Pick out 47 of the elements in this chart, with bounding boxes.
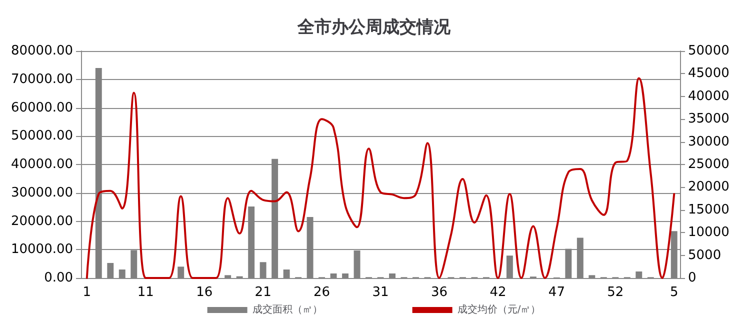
bar	[342, 273, 349, 278]
bar	[389, 273, 396, 278]
x-tick-label: 21	[254, 285, 272, 300]
x-tick-label: 47	[548, 285, 565, 300]
line-series	[86, 77, 676, 279]
x-tick-label: 26	[314, 285, 330, 300]
x-tick-label: 42	[490, 285, 506, 300]
y-tick-label: 80000.00	[11, 44, 74, 58]
bar	[118, 269, 126, 278]
x-tick-label: 52	[607, 285, 624, 300]
bar	[107, 262, 114, 278]
y2-tick-label: 40000	[688, 88, 730, 104]
legend-label: 成交面积（㎡）	[252, 304, 322, 316]
y-tick-label: 70000.00	[11, 72, 74, 87]
y2-tick-label: 30000	[688, 134, 730, 150]
bar	[224, 275, 232, 278]
bar	[260, 262, 266, 278]
x-tick-label: 16	[196, 285, 213, 300]
y2-tick-label: 5000	[688, 248, 722, 263]
y2-tick-label: 0	[688, 270, 696, 286]
y2-tick-label: 45000	[688, 66, 730, 82]
x-tick-label: 31	[372, 285, 389, 300]
bar	[283, 269, 290, 278]
x-tick-label: 36	[430, 285, 448, 300]
x-tick-label: 1	[82, 285, 92, 300]
chart-title: 全市办公周成交情况	[296, 18, 452, 38]
y-tick-label: 20000.00	[11, 214, 74, 229]
y-tick-label: 40000.00	[11, 157, 74, 172]
x-tick-label: 11	[137, 285, 154, 300]
bar	[588, 275, 596, 278]
y2-tick-label: 25000	[688, 157, 730, 172]
legend-label: 成交均价（元/㎡）	[457, 304, 541, 316]
y-tick-label: 10000.00	[11, 242, 74, 258]
y-tick-label: 0.00	[44, 270, 74, 286]
y-tick-label: 30000.00	[11, 185, 74, 200]
y2-tick-label: 50000	[688, 44, 730, 58]
y2-tick-label: 20000	[688, 180, 730, 195]
x-tick-label: 5	[670, 285, 678, 300]
y-tick-label: 60000.00	[11, 100, 74, 116]
bar	[178, 266, 184, 278]
y2-tick-label: 15000	[688, 202, 730, 218]
bar	[506, 256, 513, 278]
y2-tick-label: 35000	[688, 112, 730, 127]
bar	[330, 273, 337, 278]
y2-tick-label: 10000	[688, 225, 730, 240]
bar	[636, 271, 642, 278]
y-tick-label: 50000.00	[11, 128, 74, 144]
